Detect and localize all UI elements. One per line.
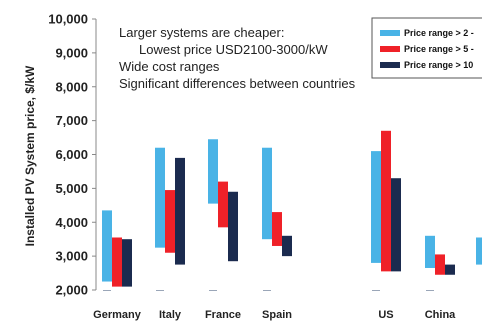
x-tick-label: Spain <box>262 309 292 321</box>
bar-spain-2 <box>272 212 282 246</box>
bar-germany-2 <box>112 237 122 287</box>
y-tick-label: 7,000 <box>55 113 88 128</box>
x-tick-label: France <box>205 309 241 321</box>
bar-china-2 <box>435 254 445 275</box>
x-tick-label: Germany <box>93 309 142 321</box>
annotation-line-2: Lowest price USD2100-3000/kW <box>139 42 328 57</box>
axes-layer: 2,000 3,000 4,000 5,000 6,000 7,000 8,000 9,000… <box>23 12 456 322</box>
bar-china-3 <box>445 264 455 275</box>
x-tick-label: US <box>378 309 393 321</box>
bar-spain-3 <box>282 235 292 257</box>
y-axis-title: Installed PV System price, $/kW <box>23 65 37 246</box>
bar-us-1 <box>371 151 381 263</box>
bars-layer <box>102 130 482 287</box>
legend-label-3: Price range > 10 <box>404 60 473 70</box>
bar-germany-3 <box>122 239 132 287</box>
bar-spain-1 <box>262 147 272 240</box>
bar-france-3 <box>228 191 238 262</box>
y-tick-label: 9,000 <box>55 45 88 60</box>
annotation-line-1: Larger systems are cheaper: <box>119 25 284 40</box>
legend-label-2: Price range > 5 - <box>404 44 474 54</box>
bar-clipped-edge <box>476 237 482 265</box>
y-tick-label: 2,000 <box>55 283 88 298</box>
bar-italy-1 <box>155 147 165 248</box>
y-tick-label: 4,000 <box>55 215 88 230</box>
legend-swatch-2 <box>380 46 400 52</box>
legend-label-1: Price range > 2 - <box>404 28 474 38</box>
legend-swatch-3 <box>380 62 400 68</box>
bar-italy-3 <box>175 157 185 265</box>
y-tick-label: 5,000 <box>55 181 88 196</box>
y-tick-label: 10,000 <box>48 12 88 27</box>
y-tick-label: 8,000 <box>55 79 88 94</box>
bar-us-2 <box>381 130 391 272</box>
legend-swatch-1 <box>380 30 400 36</box>
bar-italy-2 <box>165 190 175 253</box>
annotation-layer: Larger systems are cheaper: Lowest price… <box>119 25 356 91</box>
x-tick-label: Italy <box>159 309 182 321</box>
y-tick-label: 3,000 <box>55 249 88 264</box>
y-tick-label: 6,000 <box>55 147 88 162</box>
legend: Price range > 2 - Price range > 5 - Price … <box>371 17 482 79</box>
annotation-line-4: Significant differences between countrie… <box>119 76 356 91</box>
bar-france-1 <box>208 139 218 204</box>
bar-china-1 <box>425 235 435 268</box>
x-tick-label: China <box>425 309 456 321</box>
bar-france-2 <box>218 181 228 228</box>
bar-us-3 <box>391 178 401 272</box>
bar-germany-1 <box>102 210 112 282</box>
annotation-line-3: Wide cost ranges <box>119 59 220 74</box>
